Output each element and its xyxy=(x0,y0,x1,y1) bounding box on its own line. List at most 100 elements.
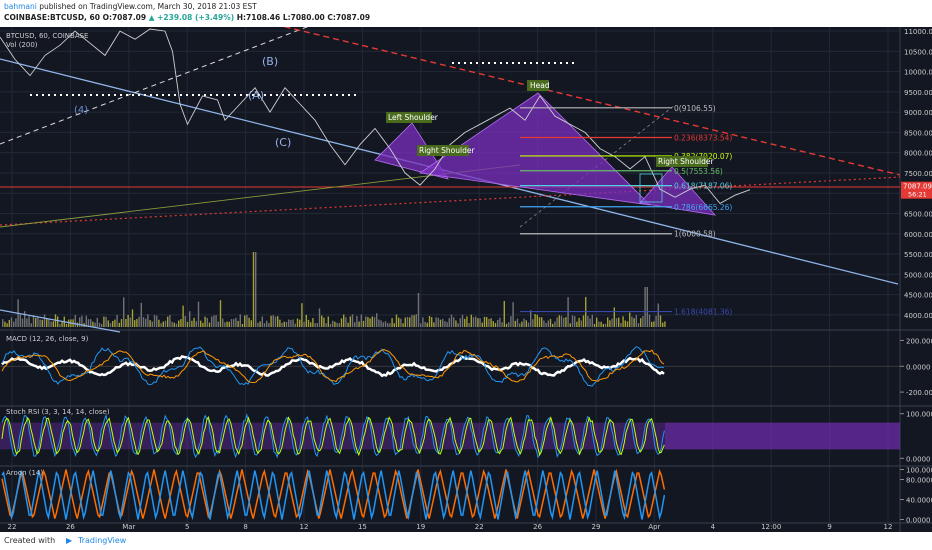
volume-bar xyxy=(404,317,406,327)
volume-bar xyxy=(120,319,123,327)
volume-bar xyxy=(602,323,604,327)
volume-bar xyxy=(41,319,43,327)
volume-bar xyxy=(160,323,162,327)
volume-bar xyxy=(644,287,646,327)
volume-bar xyxy=(213,315,215,327)
symbol-title: BTCUSD, 60, COINBASE xyxy=(6,32,88,40)
volume-bar xyxy=(343,314,345,327)
volume-bar xyxy=(642,316,644,327)
volume-bar xyxy=(202,322,204,327)
volume-bar xyxy=(569,323,571,327)
volume-bar xyxy=(211,316,213,327)
volume-bar xyxy=(461,314,464,327)
volume-bar xyxy=(428,316,431,327)
price-tick-label-0: 11000.00 xyxy=(904,28,932,36)
volume-bar xyxy=(620,323,622,327)
volume-bar xyxy=(626,321,629,327)
volume-bar xyxy=(35,318,37,327)
volume-bar xyxy=(224,322,226,327)
volume-bar xyxy=(180,319,182,327)
time-tick-label-12: 4 xyxy=(711,523,716,531)
volume-bar xyxy=(552,323,554,327)
head-label-bg xyxy=(527,80,549,91)
volume-bar xyxy=(413,315,415,327)
volume-bar xyxy=(499,317,501,327)
published-text: published on TradingView.com, March 30, … xyxy=(39,2,257,11)
volume-bar xyxy=(123,297,125,327)
volume-bar xyxy=(222,318,224,327)
author-link[interactable]: bahmani xyxy=(4,2,37,11)
fib-label-3: 0.5(7553.56) xyxy=(674,167,723,176)
volume-bar xyxy=(415,314,417,327)
volume-bar xyxy=(186,321,189,327)
low-value: L:7080.00 xyxy=(282,13,325,22)
volume-bar xyxy=(301,303,303,327)
stoch-k-line xyxy=(1,413,665,459)
volume-bar xyxy=(503,301,505,327)
volume-bar xyxy=(609,320,611,327)
time-tick-label-1: 26 xyxy=(66,523,75,531)
volume-bar xyxy=(365,316,367,327)
volume-bar xyxy=(662,322,664,327)
macd-tick-label-1: 0.0000 xyxy=(906,363,931,371)
volume-bar xyxy=(459,318,461,327)
volume-bar xyxy=(582,315,585,327)
volume-bar xyxy=(281,322,283,327)
stoch-band-future xyxy=(665,422,900,450)
tradingview-brand-link[interactable]: TradingView xyxy=(78,536,127,545)
volume-bar xyxy=(107,320,109,327)
volume-bar xyxy=(587,315,589,327)
chart-area[interactable]: 0(9106.55)0.236(8373.54)0.382(7920.07)0.… xyxy=(0,21,932,532)
volume-bar xyxy=(94,322,96,327)
time-tick-label-11: Apr xyxy=(648,523,660,531)
volume-bar xyxy=(92,321,94,327)
volume-bar xyxy=(259,321,261,327)
volume-bar xyxy=(147,314,149,327)
volume-bar xyxy=(468,323,470,327)
volume-bar xyxy=(175,323,178,327)
price-axis[interactable]: 11000.00 10500.00 10000.00 9500.00 9000.00 85… xyxy=(901,28,932,320)
volume-bar xyxy=(534,314,536,327)
volume-bar xyxy=(659,315,662,327)
volume-bar xyxy=(382,322,384,327)
volume-bar xyxy=(378,319,380,327)
volume-bar xyxy=(444,321,446,327)
volume-bar xyxy=(290,320,292,327)
left-shoulder-label: Left Shoulder xyxy=(388,113,439,122)
volume-bar xyxy=(389,323,391,327)
volume-bar xyxy=(332,320,334,327)
volume-bar xyxy=(206,317,208,327)
volume-bar xyxy=(391,318,393,327)
volume-bar xyxy=(13,321,15,327)
stoch-label: Stoch RSI (3, 3, 14, 14, close) xyxy=(6,408,110,416)
volume-bar xyxy=(48,319,50,327)
macd-tick-label-2: -200.0000 xyxy=(906,389,932,397)
publish-line: bahmani published on TradingView.com, Ma… xyxy=(4,2,257,11)
volume-bar xyxy=(541,317,543,327)
volume-bar xyxy=(90,319,92,327)
time-tick-label-14: 9 xyxy=(827,523,831,531)
volume-bar xyxy=(226,321,228,327)
volume-bar xyxy=(208,322,211,327)
volume-bar xyxy=(466,316,468,327)
volume-bar xyxy=(279,319,281,327)
volume-bar xyxy=(589,318,591,327)
volume-bar xyxy=(615,318,618,327)
volume-bar xyxy=(153,314,156,327)
volume-bar xyxy=(140,302,142,327)
volume-bar xyxy=(538,317,541,327)
volume-bar xyxy=(182,305,184,327)
volume-bar xyxy=(118,322,120,327)
volume-bar xyxy=(437,317,439,327)
macd-signal-line xyxy=(1,348,665,384)
volume-bar xyxy=(138,316,140,327)
volume-bar xyxy=(417,293,420,327)
volume-bar xyxy=(261,316,263,327)
time-axis[interactable]: 22 26 Mar 5 8 12 15 19 22 26 29 Apr 4 12:00 9 12 xyxy=(8,523,893,531)
volume-bar xyxy=(483,316,486,327)
volume-bar xyxy=(442,318,444,327)
volume-bar xyxy=(631,316,633,327)
right-shoulder-label-bg xyxy=(417,145,469,156)
volume-bar xyxy=(8,319,10,327)
head-triangle xyxy=(418,92,652,206)
